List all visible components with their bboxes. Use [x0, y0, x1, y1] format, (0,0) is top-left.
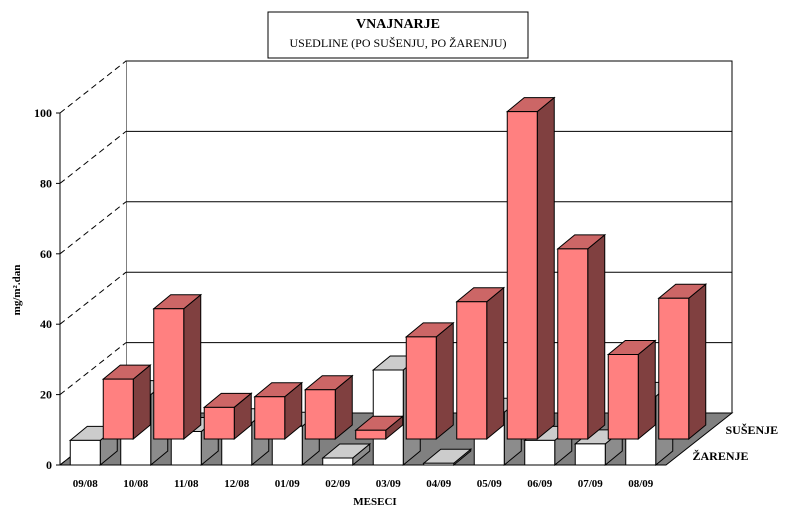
bar [101, 364, 152, 441]
bar-front [658, 297, 690, 440]
bar [606, 339, 657, 441]
x-tick-label: 10/08 [123, 478, 149, 490]
grid-line [59, 271, 127, 325]
bar-front [557, 248, 589, 440]
x-tick-label: 03/09 [376, 478, 402, 490]
bar-side [435, 321, 454, 441]
grid-line [59, 201, 127, 255]
bar-side [183, 293, 202, 441]
bar [303, 374, 354, 441]
y-tick-label: 0 [46, 458, 52, 472]
bar [354, 415, 405, 441]
x-tick-label: 06/09 [527, 478, 553, 490]
bar [321, 442, 372, 467]
x-tick-label: 07/09 [578, 478, 604, 490]
bar [253, 381, 304, 441]
bar-front [405, 336, 437, 440]
bar-front [355, 429, 387, 440]
bar-front [170, 431, 202, 466]
bar [202, 392, 253, 441]
grid-line [59, 342, 127, 395]
bar-side [486, 286, 505, 441]
bar-front [423, 462, 455, 466]
bar-front [524, 439, 556, 466]
bar-front [153, 308, 185, 440]
bar-side [536, 96, 555, 441]
y-tick-label: 40 [40, 317, 52, 331]
bar [556, 233, 607, 441]
x-tick-label: 02/09 [325, 478, 351, 490]
bar [455, 286, 506, 441]
x-tick-label: 05/09 [477, 478, 503, 490]
bar-side [637, 339, 656, 441]
legend-label: ŽARENJE [693, 449, 749, 463]
bar-front [506, 111, 538, 440]
bar-front [203, 406, 235, 440]
x-tick-label: 04/09 [426, 478, 452, 490]
x-tick-label: 11/08 [174, 478, 199, 490]
bar-front [322, 457, 354, 466]
chart-subtitle: USEDLINE (PO SUŠENJU, PO ŽARENJU) [289, 36, 506, 50]
y-tick-label: 100 [34, 106, 52, 120]
y-tick-label: 80 [40, 176, 52, 190]
x-tick-label: 09/08 [73, 478, 99, 490]
bar [152, 293, 203, 441]
grid-line [59, 131, 127, 184]
bar-front [102, 378, 134, 440]
x-tick-label: 12/08 [224, 478, 250, 490]
chart-title: VNAJNARJE [356, 17, 440, 32]
bar [404, 321, 455, 441]
title-box [267, 11, 529, 59]
bar-front [304, 389, 336, 440]
legend-label: SUŠENJE [726, 423, 779, 437]
grid-line [59, 60, 127, 114]
bar-side [587, 233, 606, 441]
bar-front [456, 301, 488, 440]
bar-front [69, 439, 101, 466]
bar [505, 96, 556, 441]
y-axis-label: mg/m².dan [11, 265, 23, 316]
x-tick-label: 08/09 [628, 478, 654, 490]
y-tick-label: 20 [40, 388, 52, 402]
bar-front [574, 443, 606, 466]
bar-side [688, 283, 707, 441]
bar-front [254, 396, 286, 440]
y-tick-label: 60 [40, 247, 52, 261]
bar-front [607, 354, 639, 440]
x-tick-label: 01/09 [275, 478, 301, 490]
bar [657, 283, 708, 441]
side-wall [60, 61, 126, 465]
x-axis-label: MESECI [353, 496, 396, 508]
bar [422, 448, 473, 467]
